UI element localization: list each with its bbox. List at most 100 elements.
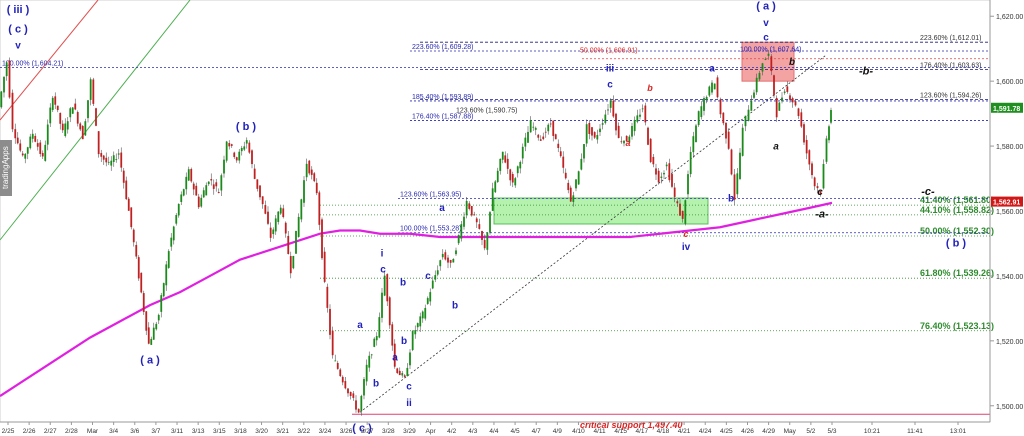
candle-body xyxy=(200,197,203,207)
candle-body xyxy=(739,152,741,179)
candle-body xyxy=(791,98,794,103)
candle-body xyxy=(733,174,736,200)
candle-body xyxy=(828,126,830,141)
candle-body xyxy=(352,393,355,398)
candle-body xyxy=(269,227,272,238)
critical-support-label: critical support 1,497.40 xyxy=(580,420,683,430)
x-tick-label: 3/22 xyxy=(297,428,310,435)
wave-label: a xyxy=(773,141,779,152)
candle-body xyxy=(92,79,95,104)
last-price-badge: 1,591.78 xyxy=(993,106,1020,113)
candle-body xyxy=(687,174,689,195)
candle-body xyxy=(41,153,44,157)
candle-body xyxy=(483,239,486,249)
candle-body xyxy=(628,136,631,143)
candle-body xyxy=(150,338,153,345)
candle-body xyxy=(444,252,447,260)
candle-body xyxy=(19,143,22,151)
candle-body xyxy=(789,95,791,100)
candle-body xyxy=(360,395,363,412)
candle-body xyxy=(491,188,494,211)
candle-body xyxy=(303,180,305,203)
wave-label: ( a ) xyxy=(140,355,160,367)
candle-body xyxy=(378,317,381,338)
wave-label: v xyxy=(763,18,769,29)
candle-body xyxy=(580,158,583,170)
candle-body xyxy=(165,264,168,286)
candle-body xyxy=(663,172,665,175)
wave-label: c xyxy=(607,80,613,91)
candle-body xyxy=(233,152,236,157)
x-tick-label: 4/5 xyxy=(511,428,520,435)
x-tick-label: 2/28 xyxy=(65,428,78,435)
candle-body xyxy=(617,125,620,138)
candle-body xyxy=(127,198,130,211)
wave-label: ( iii ) xyxy=(7,4,30,16)
candle-body xyxy=(243,146,246,150)
candle-body xyxy=(79,123,82,130)
candle-body xyxy=(202,190,205,198)
candle-body xyxy=(5,62,8,77)
candle-body xyxy=(282,208,285,218)
candle-body xyxy=(195,185,198,196)
candle-body xyxy=(506,158,509,169)
candle-body xyxy=(783,91,786,93)
fib-label: 123.60% (1,563.95) xyxy=(400,191,462,198)
candle-body xyxy=(172,226,175,241)
candle-body xyxy=(736,173,739,195)
candle-body xyxy=(305,163,308,178)
candle-body xyxy=(514,178,517,186)
candle-body xyxy=(730,149,733,175)
candle-body xyxy=(647,127,649,145)
candle-body xyxy=(770,56,773,72)
x-tick-label: 2/26 xyxy=(23,428,36,435)
wave-label: c xyxy=(425,271,431,282)
candle-body xyxy=(509,169,512,181)
candle-body xyxy=(396,368,399,373)
fib-label: 41.40% (1,561.80) xyxy=(920,195,994,205)
candle-body xyxy=(272,229,275,235)
candle-body xyxy=(210,179,213,181)
candle-body xyxy=(355,400,357,410)
candle-body xyxy=(368,355,371,368)
candle-body xyxy=(673,187,676,197)
candle-body xyxy=(115,159,118,160)
candle-body xyxy=(383,275,386,296)
candle-body xyxy=(516,166,519,174)
candle-body xyxy=(11,92,14,130)
candle-body xyxy=(8,60,11,98)
candle-body xyxy=(786,86,789,92)
wave-label: ( a ) xyxy=(756,1,776,13)
x-tick-label: Mar xyxy=(87,428,99,435)
candle-body xyxy=(220,175,223,191)
x-tick-label: Apr xyxy=(426,428,437,435)
candle-body xyxy=(607,109,609,111)
candle-body xyxy=(87,100,89,119)
wave-label: iv xyxy=(682,242,691,253)
candle-body xyxy=(455,250,457,255)
candle-body xyxy=(719,99,722,115)
fib-label: 50.00% (1,552.30) xyxy=(920,226,994,236)
candle-body xyxy=(727,131,730,149)
candle-body xyxy=(657,170,660,183)
candle-body xyxy=(398,370,401,376)
x-tick-label: 13:01 xyxy=(950,428,967,435)
y-tick-label: 1,540.00 xyxy=(996,274,1023,281)
candle-body xyxy=(575,179,577,189)
x-tick-label: 4/26 xyxy=(741,428,754,435)
x-tick-label: 4/29 xyxy=(762,428,775,435)
candle-body xyxy=(192,183,195,190)
candle-body xyxy=(259,185,261,198)
candle-body xyxy=(253,168,256,179)
candle-body xyxy=(14,129,17,139)
candle-body xyxy=(107,161,110,163)
candle-body xyxy=(631,125,633,137)
candle-body xyxy=(21,153,24,156)
ma-price-badge: 1,562.91 xyxy=(993,200,1020,207)
candle-body xyxy=(524,137,527,147)
trading-apps-tab[interactable]: tradingApps xyxy=(0,140,12,196)
candle-body xyxy=(64,123,67,137)
candle-body xyxy=(529,120,532,133)
